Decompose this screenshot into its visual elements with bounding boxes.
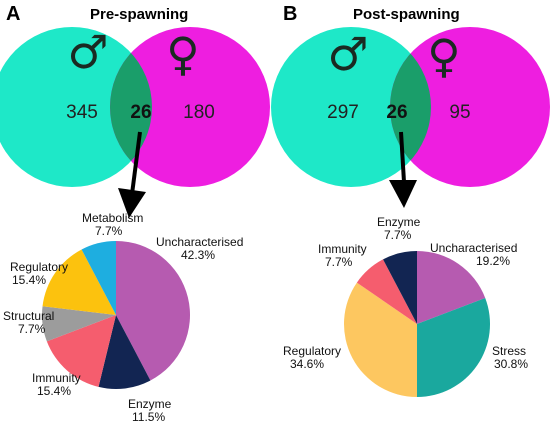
pie-chart-b <box>343 250 491 398</box>
female-symbol-icon: ♀ <box>427 29 461 83</box>
panel-a-letter: A <box>6 3 20 25</box>
male-symbol-icon: ♂ <box>67 25 108 79</box>
female-circle <box>110 27 270 187</box>
pie-chart-a <box>42 241 191 390</box>
venn-diagram-a: ♂ ♀ 345 26 180 <box>0 25 270 187</box>
pie-slice-uncharacterised <box>116 241 191 381</box>
male-only-count: 345 <box>66 102 98 123</box>
pie-slice-structural <box>42 306 117 342</box>
female-circle <box>390 27 550 187</box>
pie-slice-enzyme <box>98 315 151 390</box>
label-regulatory-b: Regulatory 34.6% <box>283 344 341 371</box>
label-uncharacterised-a: Uncharacterised 42.3% <box>156 235 243 262</box>
overlap-count: 26 <box>386 102 407 123</box>
panel-a: A Pre-spawning ♂ ♀ 345 26 180 Uncharacte… <box>0 3 270 424</box>
male-only-count: 297 <box>327 102 359 123</box>
panel-b-letter: B <box>283 3 297 25</box>
male-circle <box>271 27 431 187</box>
panel-b-title: Post-spawning <box>353 6 460 23</box>
arrow-b <box>389 131 417 208</box>
label-uncharacterised-b: Uncharacterised 19.2% <box>430 241 517 268</box>
label-enzyme-a: Enzyme 11.5% <box>128 397 172 424</box>
panel-b: B Post-spawning ♂ ♀ 297 26 95 Uncharacte… <box>271 3 550 398</box>
label-structural-a: Structural 7.7% <box>3 309 54 336</box>
label-enzyme-b: Enzyme 7.7% <box>377 215 421 242</box>
overlap-count: 26 <box>130 102 151 123</box>
pie-slice-metabolism <box>81 241 116 315</box>
pie-b-labels: Uncharacterised 19.2% Stress 30.8% Regulat… <box>283 215 528 371</box>
panel-a-title: Pre-spawning <box>90 6 188 23</box>
male-symbol-icon: ♂ <box>327 27 368 81</box>
label-immunity-b: Immunity 7.7% <box>318 242 367 269</box>
label-regulatory-a: Regulatory 15.4% <box>10 260 68 287</box>
female-only-count: 95 <box>449 102 470 123</box>
pie-slice-uncharacterised <box>417 250 486 324</box>
label-immunity-a: Immunity 15.4% <box>32 371 81 398</box>
pie-slice-regulatory <box>42 249 116 315</box>
pie-slice-enzyme <box>383 251 417 324</box>
label-stress-b: Stress 30.8% <box>492 344 528 371</box>
pie-slice-immunity <box>46 315 116 387</box>
pie-a-labels: Uncharacterised 42.3% Enzyme 11.5% Immunit… <box>3 211 243 424</box>
female-symbol-icon: ♀ <box>166 27 200 81</box>
pie-slice-regulatory <box>343 282 417 398</box>
label-metabolism-a: Metabolism 7.7% <box>82 211 143 238</box>
pie-slice-immunity <box>356 259 417 324</box>
venn-diagram-b: ♂ ♀ 297 26 95 <box>271 27 550 187</box>
female-only-count: 180 <box>183 102 215 123</box>
pie-slice-stress <box>417 297 491 397</box>
male-circle <box>0 27 152 187</box>
arrow-a <box>118 131 146 218</box>
